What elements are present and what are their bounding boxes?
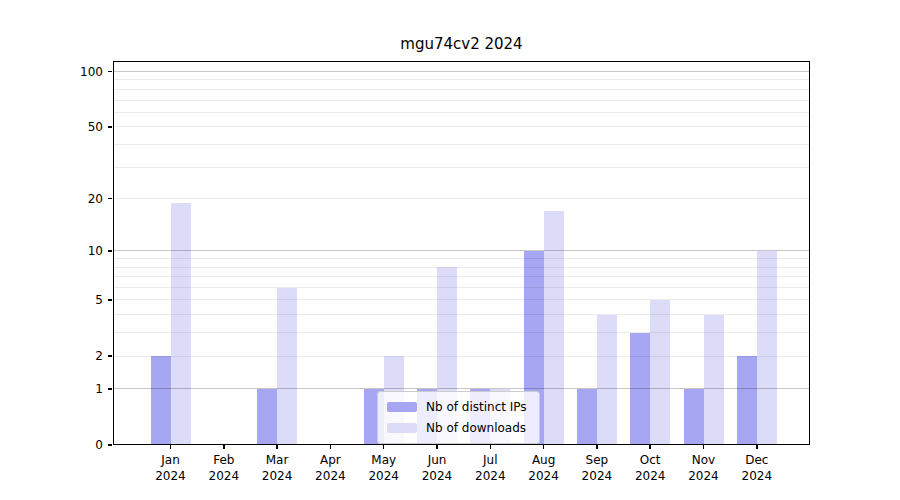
bar-distinct-ips: [684, 389, 704, 445]
y-tick-label: 50: [33, 120, 103, 134]
x-tick-label: Dec2024: [712, 452, 802, 484]
minor-gridline: [113, 332, 810, 333]
y-tick-label: 100: [33, 65, 103, 79]
minor-gridline: [113, 89, 810, 90]
bar-downloads: [597, 315, 617, 445]
minor-gridline: [113, 314, 810, 315]
minor-gridline: [113, 112, 810, 113]
bar-downloads: [171, 203, 191, 445]
major-gridline: [113, 71, 810, 72]
y-tick-mark: [108, 355, 112, 357]
x-tick-mark: [649, 445, 651, 449]
y-tick-mark: [108, 71, 112, 73]
minor-gridline: [113, 126, 810, 127]
minor-gridline: [113, 144, 810, 145]
minor-gridline: [113, 287, 810, 288]
x-tick-mark: [490, 445, 492, 449]
bar-distinct-ips: [577, 389, 597, 445]
bar-downloads: [757, 251, 777, 445]
x-tick-mark: [756, 445, 758, 449]
y-tick-mark: [108, 388, 112, 390]
bar-downloads: [277, 288, 297, 445]
plot-area: Nb of distinct IPs Nb of downloads: [113, 61, 810, 445]
x-tick-mark: [383, 445, 385, 449]
figure: mgu74cv2 2024 Nb of distinct IPs Nb of d…: [0, 0, 900, 500]
x-tick-year: 2024: [712, 468, 802, 484]
y-tick-label: 1: [33, 382, 103, 396]
minor-gridline: [113, 267, 810, 268]
x-tick-month: Dec: [712, 452, 802, 468]
bar-downloads: [544, 211, 564, 445]
minor-gridline: [113, 167, 810, 168]
legend-label-distinct-ips: Nb of distinct IPs: [426, 400, 527, 414]
x-tick-mark: [596, 445, 598, 449]
bar-downloads: [704, 315, 724, 445]
y-tick-mark: [108, 299, 112, 301]
minor-gridline: [113, 276, 810, 277]
bar-distinct-ips: [737, 356, 757, 445]
minor-gridline: [113, 100, 810, 101]
y-tick-mark: [108, 444, 112, 446]
y-tick-mark: [108, 126, 112, 128]
x-tick-mark: [276, 445, 278, 449]
legend-swatch-downloads: [387, 423, 417, 433]
y-tick-mark: [108, 198, 112, 200]
legend: Nb of distinct IPs Nb of downloads: [377, 391, 540, 444]
x-tick-mark: [436, 445, 438, 449]
minor-gridline: [113, 198, 810, 199]
legend-item-downloads: Nb of downloads: [387, 421, 527, 435]
bar-downloads: [650, 300, 670, 445]
bar-distinct-ips: [151, 356, 171, 445]
y-tick-label: 10: [33, 244, 103, 258]
x-tick-mark: [703, 445, 705, 449]
x-tick-mark: [330, 445, 332, 449]
y-tick-label: 5: [33, 293, 103, 307]
legend-label-downloads: Nb of downloads: [426, 421, 526, 435]
y-tick-label: 2: [33, 349, 103, 363]
legend-item-distinct-ips: Nb of distinct IPs: [387, 400, 527, 414]
major-gridline: [113, 250, 810, 251]
y-tick-label: 20: [33, 192, 103, 206]
minor-gridline: [113, 258, 810, 259]
bar-distinct-ips: [257, 389, 277, 445]
major-gridline: [113, 388, 810, 389]
x-tick-mark: [223, 445, 225, 449]
y-tick-label: 0: [33, 438, 103, 452]
x-tick-mark: [170, 445, 172, 449]
minor-gridline: [113, 299, 810, 300]
minor-gridline: [113, 79, 810, 80]
minor-gridline: [113, 356, 810, 357]
legend-swatch-distinct-ips: [387, 402, 417, 412]
y-tick-mark: [108, 250, 112, 252]
x-tick-mark: [543, 445, 545, 449]
chart-title: mgu74cv2 2024: [113, 35, 810, 53]
